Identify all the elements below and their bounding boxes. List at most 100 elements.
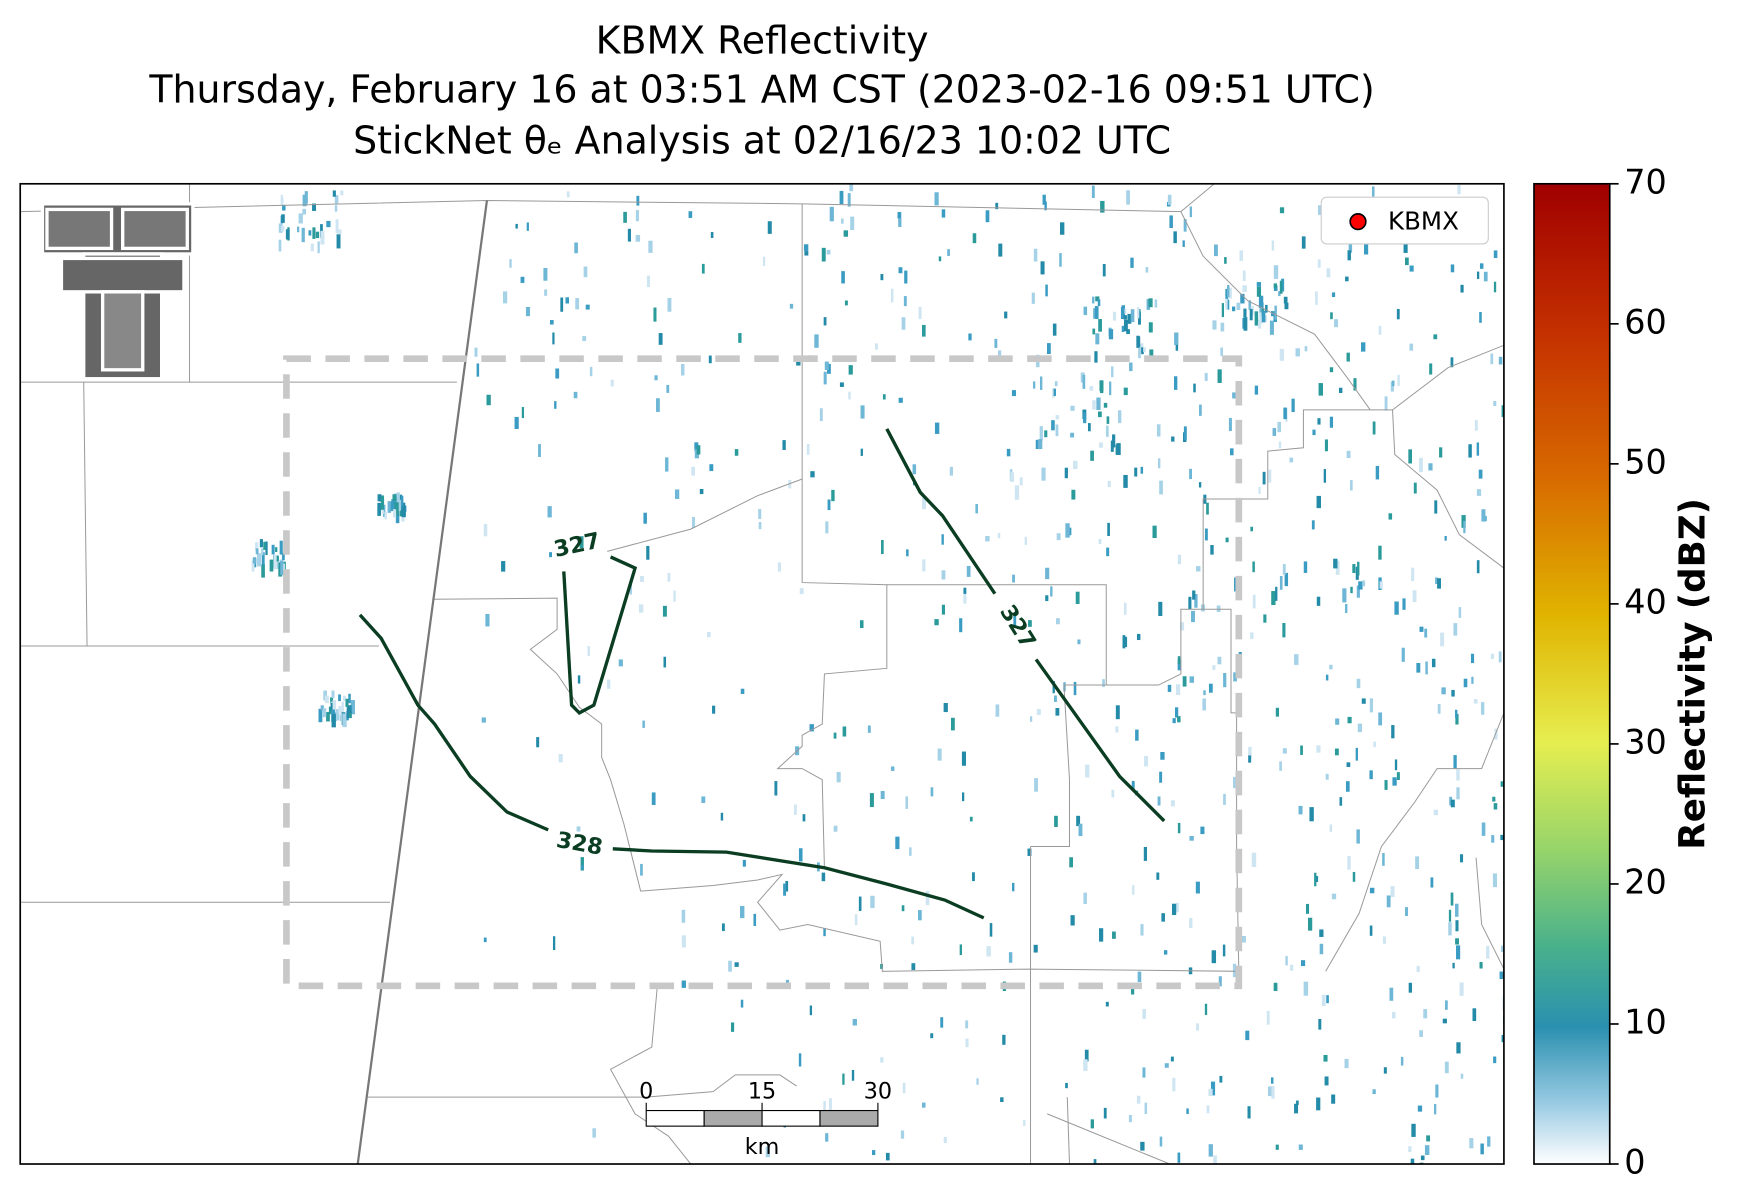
radar-echo bbox=[1321, 994, 1326, 1007]
radar-echo bbox=[1325, 773, 1329, 780]
radar-echo bbox=[875, 343, 878, 350]
radar-echo bbox=[1271, 1085, 1275, 1099]
radar-echo bbox=[1275, 707, 1280, 717]
radar-echo bbox=[565, 297, 570, 304]
radar-echo bbox=[1425, 661, 1428, 675]
radar-echo bbox=[1469, 1138, 1474, 1149]
radar-echo bbox=[1099, 442, 1104, 448]
radar-echo bbox=[1136, 1095, 1141, 1104]
radar-echo bbox=[1312, 429, 1316, 436]
radar-echo bbox=[555, 368, 560, 379]
radar-echo bbox=[824, 361, 829, 370]
radar-echo bbox=[1159, 1136, 1163, 1147]
radar-echo bbox=[943, 1136, 947, 1144]
radar-echo bbox=[1325, 674, 1329, 681]
radar-echo bbox=[995, 704, 1000, 717]
radar-echo bbox=[880, 1057, 884, 1063]
radar-echo bbox=[962, 792, 965, 802]
radar-echo bbox=[1389, 987, 1394, 1001]
radar-echo bbox=[1416, 662, 1421, 673]
radar-echo bbox=[271, 544, 275, 555]
radar-echo bbox=[1208, 683, 1213, 693]
radar-echo bbox=[1174, 707, 1179, 718]
radar-echo bbox=[1052, 323, 1057, 336]
radar-echo bbox=[1378, 325, 1382, 335]
radar-echo bbox=[706, 632, 711, 638]
radar-echo bbox=[1456, 769, 1460, 781]
radar-echo bbox=[1455, 713, 1459, 725]
radar-echo bbox=[1092, 296, 1095, 304]
radar-echo bbox=[1382, 936, 1387, 944]
radar-echo bbox=[1189, 206, 1193, 218]
radar-echo bbox=[1430, 877, 1434, 888]
radar-echo bbox=[1300, 960, 1306, 967]
radar-echo bbox=[334, 205, 338, 212]
radar-echo bbox=[1095, 333, 1100, 345]
radar-echo bbox=[1134, 467, 1138, 477]
radar-echo bbox=[298, 213, 303, 224]
radar-echo bbox=[1075, 591, 1080, 604]
radar-echo bbox=[1460, 854, 1464, 863]
radar-echo bbox=[900, 1130, 905, 1139]
radar-echo bbox=[1256, 282, 1262, 287]
radar-echo bbox=[841, 271, 845, 284]
radar-echo bbox=[1148, 298, 1153, 308]
radar-echo bbox=[1060, 222, 1065, 235]
radar-echo bbox=[1508, 793, 1510, 799]
radar-echo bbox=[1251, 852, 1257, 868]
radar-echo bbox=[1316, 745, 1321, 753]
analysis-domain bbox=[283, 355, 1243, 990]
radar-echo bbox=[1106, 416, 1110, 424]
radar-echo bbox=[1397, 374, 1400, 386]
radar-echo bbox=[629, 584, 633, 595]
radar-echo bbox=[1192, 590, 1196, 600]
radar-echo bbox=[1408, 982, 1413, 993]
radar-echo bbox=[278, 562, 283, 577]
radar-echo bbox=[1285, 956, 1288, 966]
radar-echo bbox=[827, 363, 831, 374]
colorbar-tick-label: 60 bbox=[1624, 302, 1667, 341]
radar-echo bbox=[1326, 268, 1331, 278]
radar-echo bbox=[1252, 594, 1256, 609]
radar-echo bbox=[1054, 815, 1058, 827]
radar-echo bbox=[1492, 873, 1498, 888]
radar-echo bbox=[317, 241, 320, 254]
radar-echo bbox=[574, 242, 578, 254]
radar-echo bbox=[1431, 658, 1436, 668]
radar-echo bbox=[1379, 581, 1383, 589]
radar-echo bbox=[1479, 962, 1483, 969]
radar-echo bbox=[841, 218, 844, 224]
radar-echo bbox=[1294, 1103, 1299, 1114]
radar-echo bbox=[1369, 887, 1375, 894]
radar-echo bbox=[1450, 892, 1454, 906]
radar-echo bbox=[1012, 574, 1015, 583]
radar-echo bbox=[930, 787, 934, 797]
radar-echo bbox=[636, 195, 640, 206]
colorbar bbox=[1533, 182, 1611, 1165]
radar-echo bbox=[1500, 781, 1504, 787]
radar-echo bbox=[728, 960, 732, 972]
radar-echo bbox=[1208, 1088, 1213, 1097]
radar-echo bbox=[1369, 698, 1374, 713]
radar-echo bbox=[261, 564, 265, 578]
radar-echo bbox=[549, 552, 553, 558]
radar-echo bbox=[275, 547, 278, 553]
radar-echo bbox=[1429, 363, 1433, 375]
radar-echo bbox=[1349, 480, 1353, 491]
radar-echo bbox=[1024, 536, 1028, 545]
radar-echo bbox=[1356, 585, 1360, 598]
radar-echo bbox=[1211, 950, 1217, 964]
radar-echo bbox=[1481, 822, 1486, 836]
radar-echo bbox=[831, 489, 835, 502]
legend-label: KBMX bbox=[1388, 206, 1459, 235]
radar-echo bbox=[257, 553, 262, 567]
radar-echo bbox=[1225, 288, 1229, 303]
radar-echo bbox=[1064, 467, 1068, 479]
radar-echo bbox=[1041, 467, 1046, 481]
radar-echo bbox=[1051, 420, 1055, 431]
radar-echo bbox=[1092, 400, 1096, 410]
radar-echo bbox=[265, 541, 268, 556]
radar-echo bbox=[1171, 903, 1177, 916]
radar-echo bbox=[1470, 653, 1475, 664]
radar-echo bbox=[1411, 1123, 1416, 1137]
